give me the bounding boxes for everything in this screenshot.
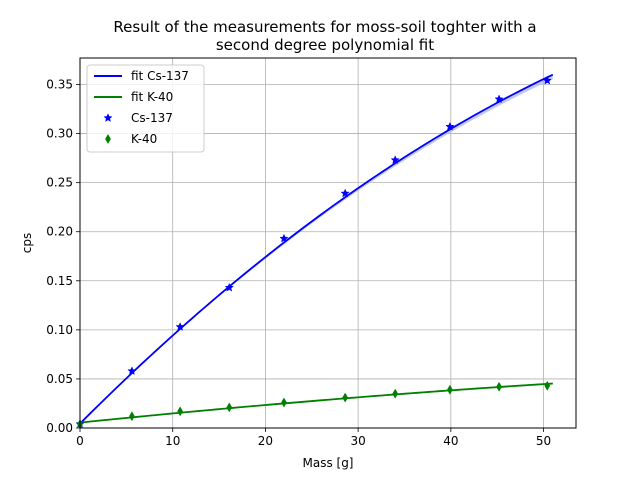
cs137-point — [542, 75, 552, 85]
data-markers — [75, 75, 552, 430]
legend-label-cs137: Cs-137 — [131, 111, 173, 125]
y-tick-label: 0.30 — [46, 127, 73, 141]
fit-lines — [79, 73, 554, 425]
fit-line-cs137 — [79, 73, 554, 425]
cs137-point — [494, 94, 504, 104]
legend-label-fit-cs137: fit Cs-137 — [131, 69, 189, 83]
legend-label-k40: K-40 — [131, 132, 157, 146]
cs137-point — [279, 233, 289, 243]
grid — [79, 58, 576, 429]
k40-point — [226, 402, 233, 413]
y-tick-label: 0.35 — [46, 77, 73, 91]
k40-point — [342, 392, 349, 403]
k40-point — [392, 388, 399, 399]
cs137-point — [445, 121, 455, 131]
cs137-point — [127, 366, 137, 375]
y-tick-label: 0.25 — [46, 176, 73, 190]
y-axis-label: cps — [20, 233, 34, 253]
legend-label-fit-k40: fit K-40 — [131, 90, 173, 104]
y-tick-label: 0.15 — [46, 274, 73, 288]
x-tick-label: 30 — [350, 434, 365, 448]
x-axis-label: Mass [g] — [302, 456, 353, 470]
x-tick-label: 0 — [76, 434, 84, 448]
chart-title-line-1: Result of the measurements for moss-soil… — [113, 18, 536, 36]
axis-ticks: 0 10 20 30 40 50 0.00 0.05 0.10 0.15 0.20 0.25 0.30 0… — [46, 77, 551, 448]
k40-point — [129, 411, 135, 422]
y-tick-label: 0.05 — [46, 372, 73, 386]
cs137-point — [340, 188, 350, 198]
legend-marker-cs137 — [103, 113, 113, 122]
y-tick-label: 0.00 — [46, 421, 73, 435]
legend-box — [86, 64, 205, 153]
fit-line-k40 — [79, 382, 553, 424]
legend-star-marker — [103, 113, 113, 122]
k40-point — [177, 406, 184, 417]
chart-title-line-2: second degree polynomial fit — [216, 36, 434, 54]
plot-frame — [79, 57, 577, 429]
cs137-point — [390, 155, 400, 164]
y-tick-label: 0.20 — [46, 225, 73, 239]
k40-point — [544, 380, 551, 391]
legend-diamond-marker — [105, 134, 111, 144]
x-tick-label: 20 — [258, 434, 273, 448]
k40-point — [281, 397, 287, 408]
k40-point — [447, 384, 453, 395]
x-tick-label: 50 — [536, 434, 551, 448]
legend: fit Cs-137 fit K-40 Cs-137 K-40 — [86, 64, 205, 153]
k40-point — [496, 381, 502, 392]
cs137-point — [224, 282, 234, 292]
y-tick-label: 0.10 — [46, 323, 73, 337]
cs137-point — [175, 322, 185, 331]
x-tick-label: 10 — [165, 434, 180, 448]
legend-marker-k40 — [105, 134, 111, 144]
x-tick-label: 40 — [443, 434, 458, 448]
